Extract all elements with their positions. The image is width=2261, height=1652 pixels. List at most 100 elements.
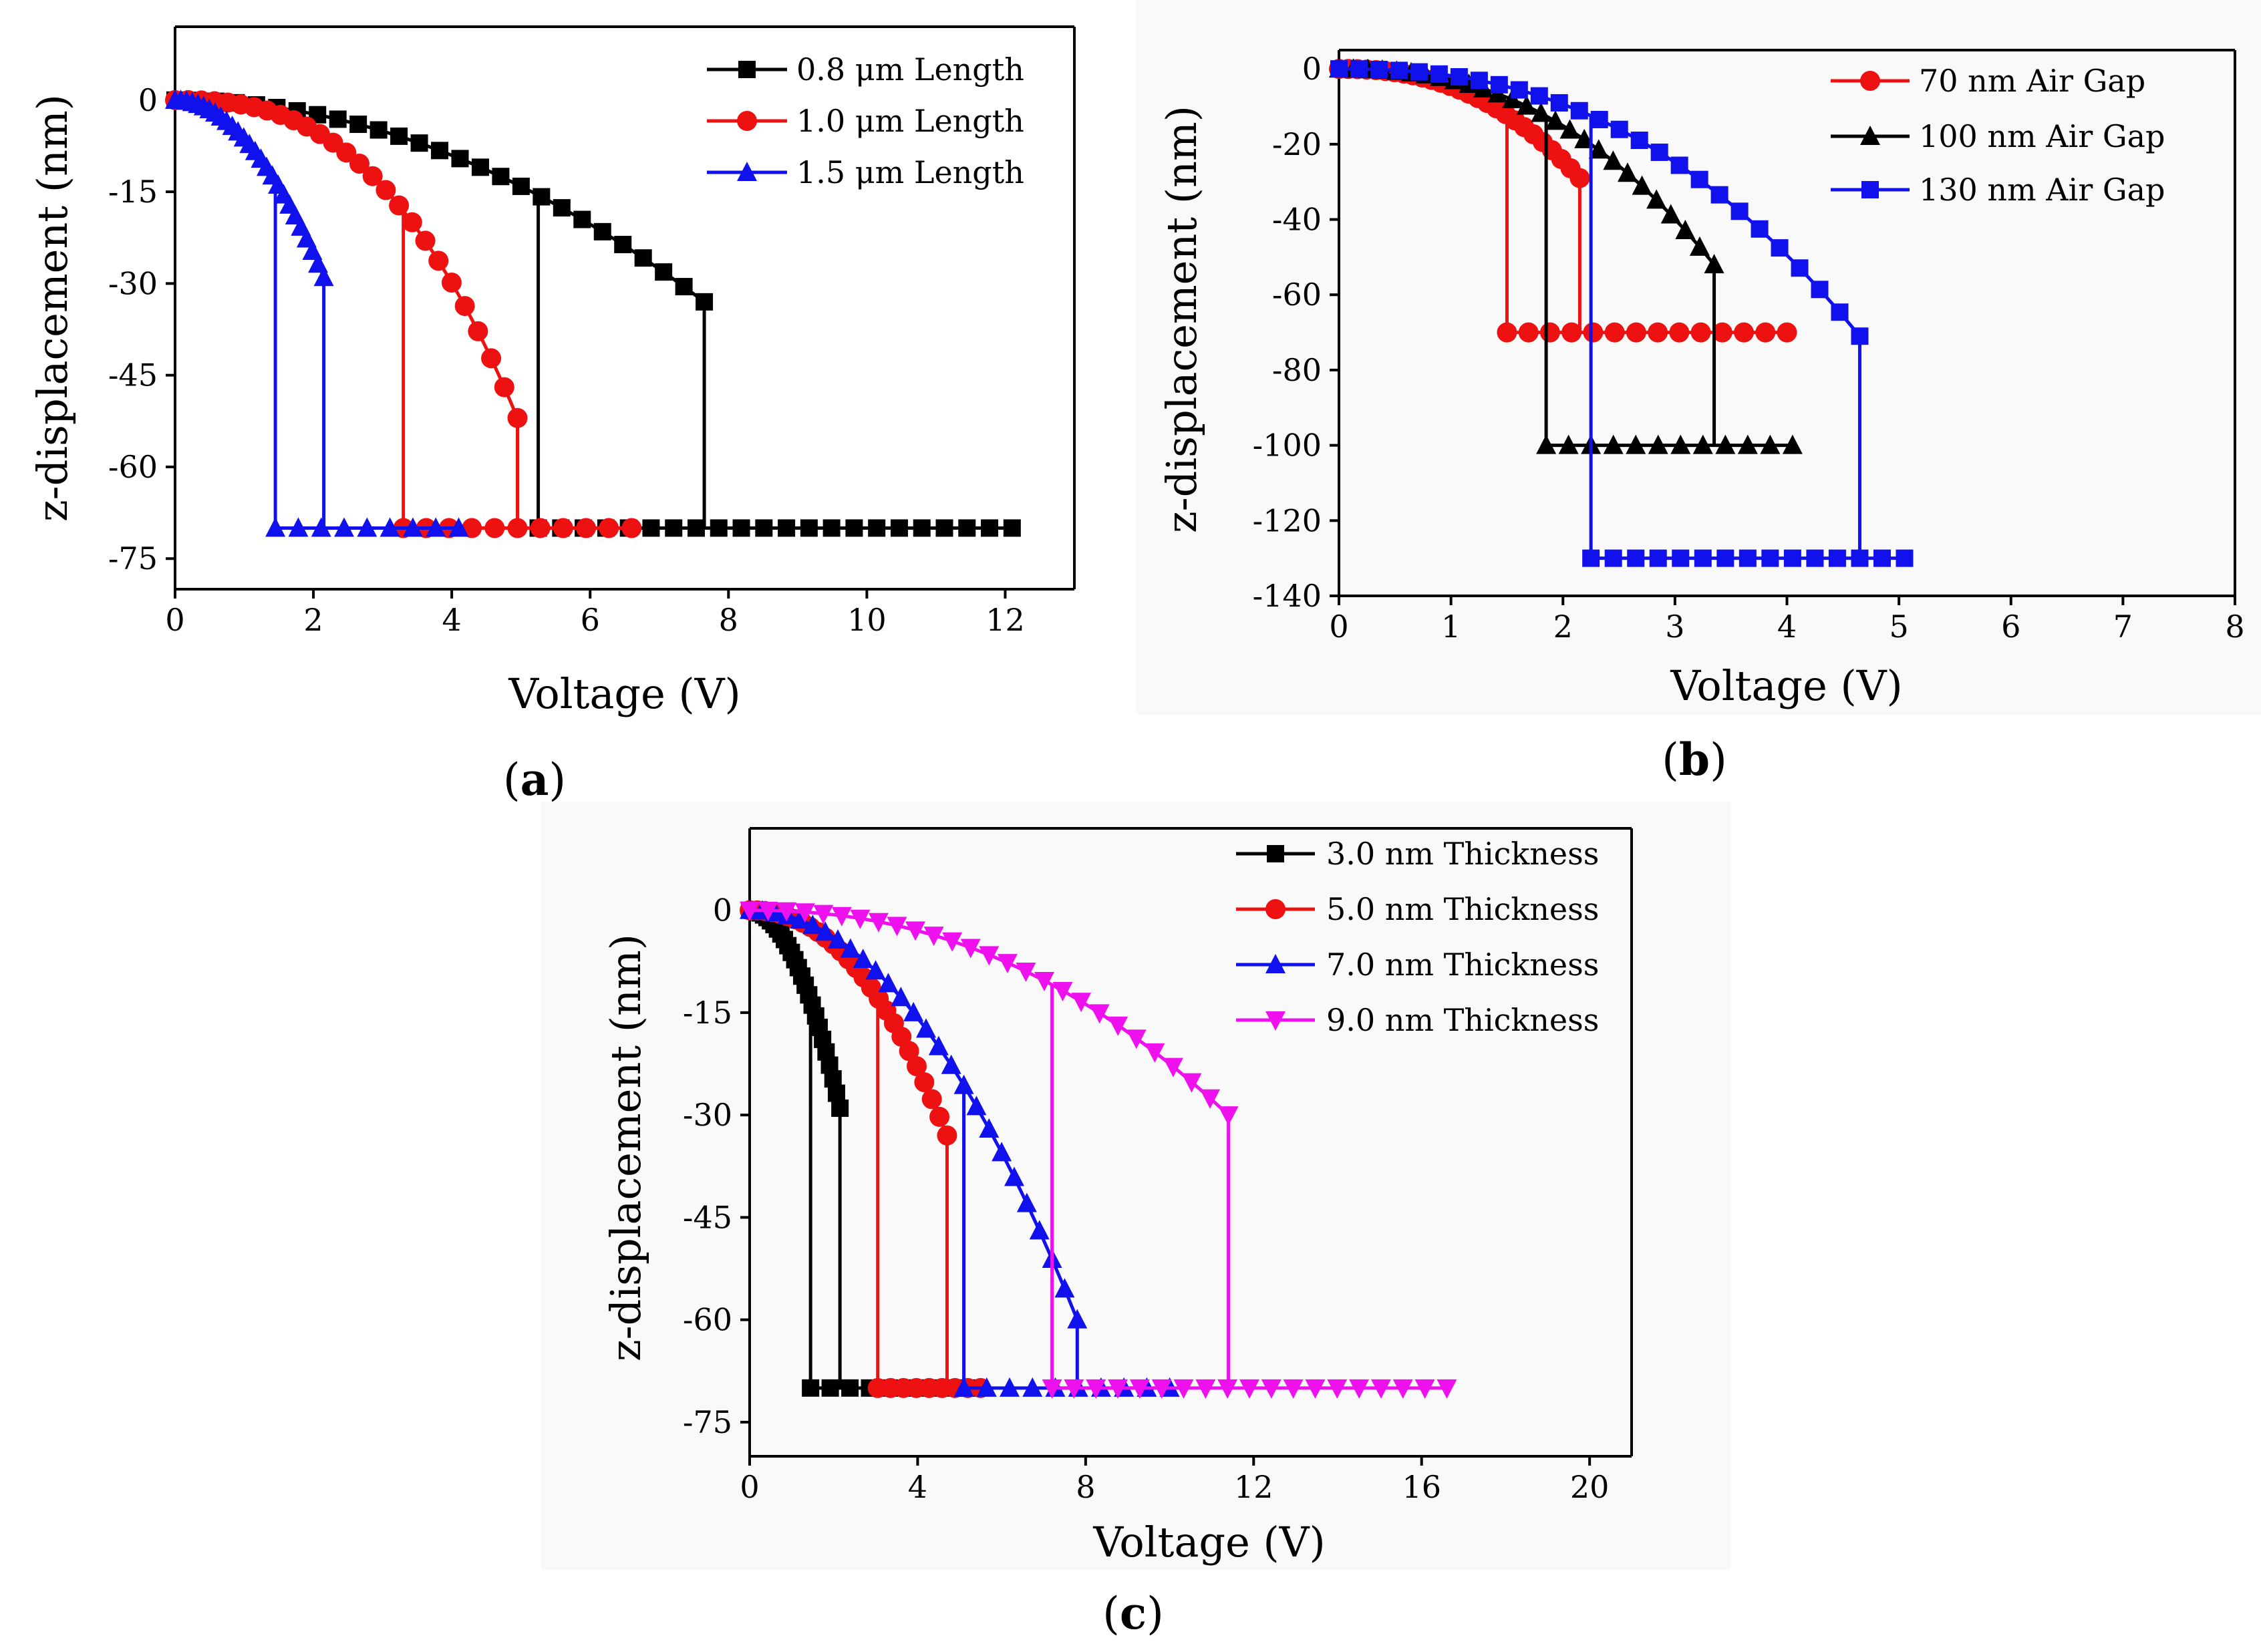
circle-marker [481,348,502,369]
legend-entry: 100 nm Air Gap [1831,118,2165,154]
square-marker [1716,549,1735,567]
x-tick-label: 4 [442,602,462,638]
square-marker [1873,549,1891,567]
square-marker [958,519,976,537]
square-marker [369,121,388,139]
x-tick-label: 8 [2225,609,2244,645]
x-axis-title: Voltage (V) [1670,661,1902,710]
square-marker [1470,71,1488,90]
square-marker [913,519,931,537]
circle-marker [899,1041,919,1061]
triangle-marker [402,517,423,537]
circle-marker [362,166,383,186]
triangle-marker [1689,236,1710,256]
square-marker [1806,549,1824,567]
triangle-down-marker [1283,1379,1304,1399]
triangle-down-marker [979,946,1000,966]
square-marker [1630,132,1648,150]
circle-marker [507,407,528,428]
y-tick-label: -15 [108,174,158,210]
y-tick-label: -60 [683,1302,732,1338]
circle-marker [1755,322,1776,343]
triangle-marker [916,1018,936,1038]
triangle-marker [1603,434,1624,454]
circle-marker [906,1056,927,1077]
caption-open: ( [1662,734,1679,786]
legend-marker-triangle [1236,954,1315,973]
caption-close: ) [549,754,566,806]
circle-marker [462,518,482,538]
triangle-down-marker [1265,1011,1286,1031]
legend-entry: 9.0 nm Thickness [1236,1002,1599,1038]
caption-close: ) [1147,1588,1164,1639]
square-marker [1350,60,1368,78]
caption-open: ( [1102,1588,1120,1639]
triangle-marker [1737,434,1758,454]
triangle-marker [426,517,446,537]
triangle-marker [953,1074,974,1094]
y-axis-title: z-displacement (nm) [28,94,77,522]
triangle-marker [311,517,331,537]
triangle-down-marker [942,932,963,952]
legend-marker-triangle [1831,126,1910,145]
triangle-down-marker [1042,1379,1062,1399]
y-ticks: 0 -15 -30 -45 -60 -75 [683,892,750,1440]
triangle-marker [288,517,309,537]
square-marker [655,263,673,281]
triangle-marker [966,1096,987,1116]
triangle-marker [815,921,836,941]
square-marker [1783,549,1801,567]
triangle-down-marker [776,902,797,922]
circle-marker [737,111,757,131]
square-marker [696,293,714,311]
square-marker [1670,156,1688,174]
y-tick-label: -60 [1272,277,1322,313]
triangle-marker [265,517,286,537]
triangle-marker [1860,126,1880,145]
triangle-down-marker [794,903,815,923]
triangle-down-marker [1151,1379,1172,1399]
x-axis-title: Voltage (V) [1092,1518,1325,1566]
legend-label: 70 nm Air Gap [1919,63,2145,99]
circle-marker [1265,899,1286,919]
triangle-down-marker [1163,1057,1183,1078]
triangle-marker [891,987,911,1007]
square-marker [1690,170,1708,188]
y-tick-label: -45 [108,357,158,393]
circle-marker [1648,322,1668,343]
legend-entry: 5.0 nm Thickness [1236,891,1599,927]
circle-marker [921,1089,942,1110]
square-marker [553,199,571,217]
circle-marker [507,518,528,538]
triangle-marker [357,517,378,537]
square-marker [868,519,886,537]
legend-marker-square [707,61,787,78]
x-tick-label: 7 [2113,609,2133,645]
legend-entry: 3.0 nm Thickness [1236,836,1599,872]
triangle-down-marker [923,927,944,947]
legend-label: 100 nm Air Gap [1919,118,2165,154]
circle-marker [1561,322,1582,343]
triangle-down-marker [868,913,889,933]
triangle-marker [1617,162,1638,182]
triangle-marker [953,1377,974,1397]
square-marker [642,519,660,537]
circle-marker [389,195,410,216]
legend-marker-triangle [707,162,787,181]
square-marker [1410,63,1428,81]
y-tick-label: -30 [683,1097,732,1133]
circle-marker [937,1125,957,1146]
square-marker [1791,259,1809,277]
legend-entry: 1.5 μm Length [707,154,1024,190]
triangle-marker [992,1142,1012,1162]
square-marker [1490,75,1508,94]
square-marker [1390,61,1408,79]
square-marker [1627,549,1645,567]
triangle-marker [840,938,861,958]
triangle-marker [865,960,886,980]
series-9-0-nm-thickness [740,901,1457,1399]
square-marker [1710,186,1728,204]
y-ticks: 0 -20 -40 -60 -80 -100 -120 -140 [1253,51,1339,614]
triangle-down-marker [905,921,926,941]
